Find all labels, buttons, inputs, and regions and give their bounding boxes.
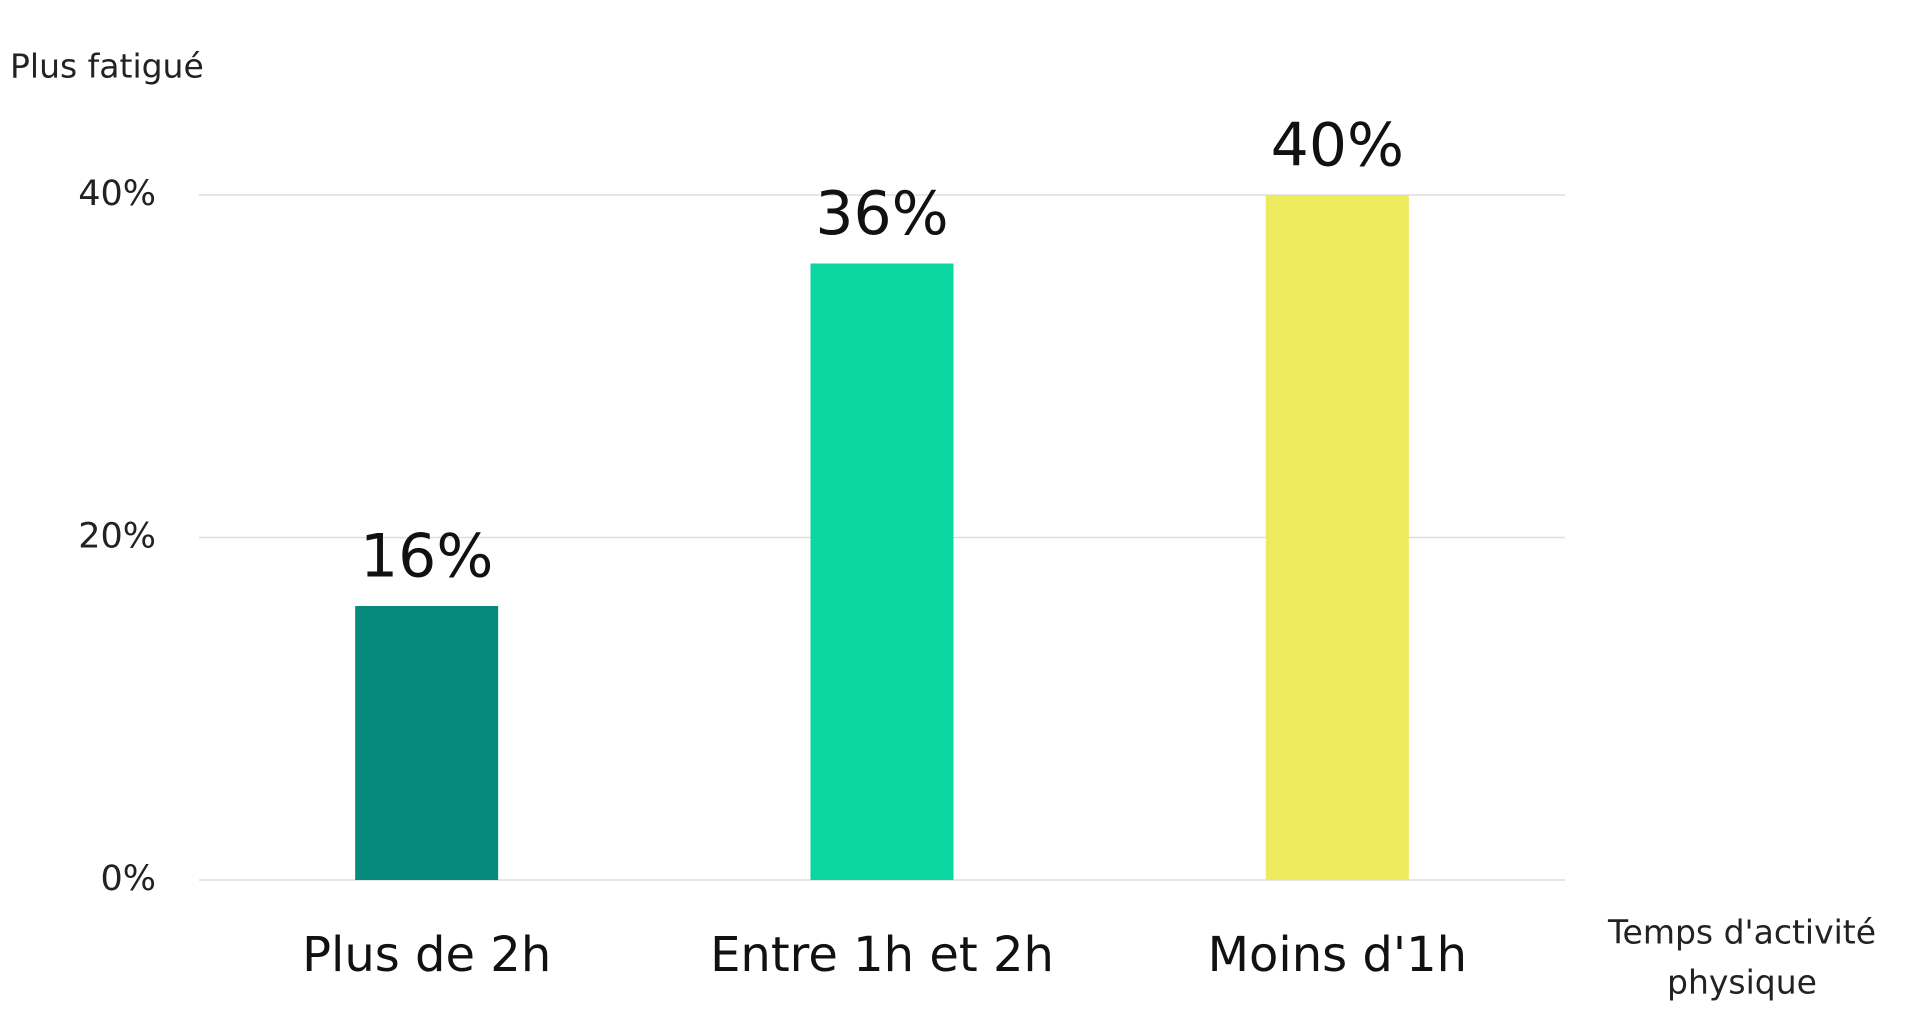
bar bbox=[1265, 195, 1409, 880]
y-axis-label: Plus fatigué bbox=[10, 47, 204, 86]
value-label: 40% bbox=[1271, 111, 1404, 181]
x-tick-label: Plus de 2h bbox=[302, 927, 551, 983]
value-label: 36% bbox=[815, 179, 948, 249]
x-axis-label: physique bbox=[1667, 963, 1817, 1002]
x-tick-label: Moins d'1h bbox=[1208, 927, 1467, 983]
bar bbox=[355, 606, 499, 880]
value-label: 16% bbox=[360, 522, 493, 592]
y-tick-label: 40% bbox=[78, 174, 156, 214]
x-tick-label: Entre 1h et 2h bbox=[710, 927, 1054, 983]
y-tick-label: 20% bbox=[78, 517, 156, 557]
y-tick-label: 0% bbox=[100, 859, 156, 899]
x-axis-label: Temps d'activité bbox=[1607, 913, 1876, 952]
bar bbox=[810, 263, 954, 880]
